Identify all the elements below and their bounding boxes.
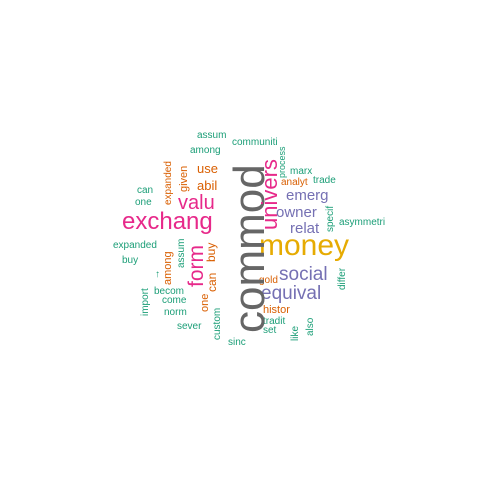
word-abil: abil bbox=[197, 178, 218, 193]
word-exchang: exchang bbox=[122, 208, 213, 235]
word-becom: also bbox=[305, 317, 316, 336]
word-relat: relat bbox=[290, 220, 320, 237]
word-arrow: ↑ bbox=[155, 269, 160, 280]
word-like: asymmetri bbox=[339, 217, 386, 228]
word-trade: among bbox=[190, 145, 221, 156]
word-gold: marx bbox=[290, 166, 313, 177]
word-import: sinc bbox=[228, 337, 246, 348]
word-specif: assum bbox=[197, 130, 227, 141]
word-valu: valu bbox=[178, 192, 215, 214]
word-expanded: expanded bbox=[163, 161, 174, 205]
word-can: can bbox=[205, 272, 219, 292]
word-chain: custom bbox=[212, 307, 223, 340]
word-tradit: trade bbox=[313, 175, 336, 186]
word-analyt: one bbox=[135, 197, 152, 208]
word-assum: assum bbox=[176, 238, 187, 268]
word-come: like bbox=[290, 325, 301, 341]
word-among: among bbox=[162, 251, 174, 285]
word-also: differ bbox=[337, 267, 348, 290]
word-process: buy bbox=[122, 255, 139, 266]
word-asymmetri: communiti bbox=[232, 137, 278, 148]
word-sever: tradit bbox=[263, 316, 286, 327]
word-set: specif bbox=[325, 205, 336, 232]
word-use: use bbox=[197, 161, 218, 176]
word-buy: buy bbox=[204, 242, 218, 262]
word-histor: analyt bbox=[281, 177, 308, 188]
word-emerg: emerg bbox=[286, 187, 329, 204]
word-custom: histor bbox=[263, 304, 290, 316]
word-revers: becom bbox=[154, 286, 185, 297]
word-money: money bbox=[259, 229, 350, 262]
word-thus: norm bbox=[164, 307, 187, 318]
word-owner: owner bbox=[276, 204, 317, 221]
word-equival: equival bbox=[261, 283, 322, 304]
word-one: one bbox=[199, 293, 211, 312]
word-norm: set bbox=[263, 325, 277, 336]
word-formal: sever bbox=[177, 321, 202, 332]
word-marx: can bbox=[137, 185, 154, 196]
word-econom: import bbox=[140, 288, 151, 316]
word-sinc: gold bbox=[259, 275, 278, 286]
word-social: social bbox=[279, 264, 328, 285]
word-request: come bbox=[162, 295, 187, 306]
word-communiti: expanded bbox=[113, 240, 157, 251]
word-differ: process bbox=[277, 146, 287, 178]
word-given: given bbox=[178, 165, 190, 192]
